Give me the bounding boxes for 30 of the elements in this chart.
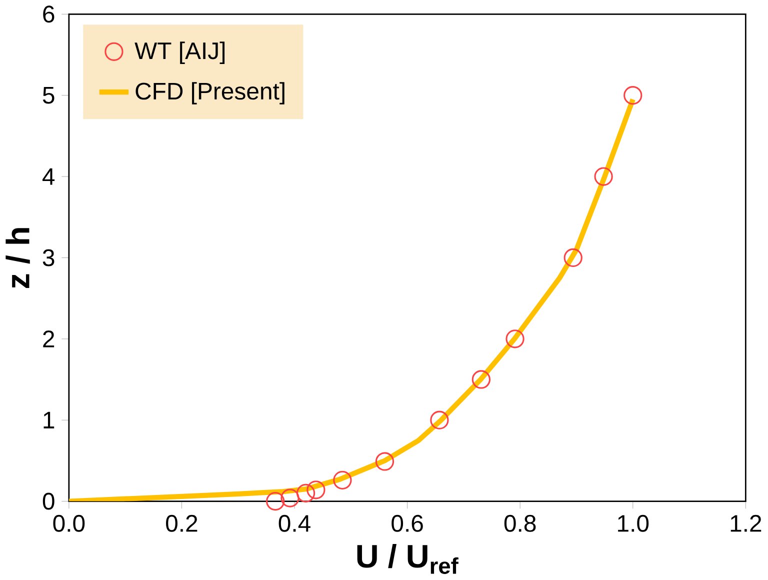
x-tick-label: 0.4 [278,515,310,532]
y-tick-label: 6 [43,6,54,23]
x-tick-label: 0.6 [392,515,423,532]
x-axis-title: U / U$_{ref}$ [357,544,458,574]
x-tick-label: 0.8 [504,515,536,532]
point [430,410,449,430]
point [506,330,524,348]
point [333,470,352,490]
legend-label: CFD [Present] [136,82,284,105]
y-tick-label: 1 [44,412,54,428]
point [624,86,642,105]
point [564,248,582,268]
y-tick-label: 5 [42,87,54,104]
x-tick-label: 0.2 [166,515,198,532]
x-tick-label: 0.0 [53,515,85,532]
point [296,484,316,503]
y-tick-label: 3 [42,249,54,266]
y-tick-label: 2 [43,330,54,348]
y-tick-label: 0 [42,492,54,510]
point [306,480,326,500]
point [594,167,613,186]
y-axis-title: z / h [6,228,30,288]
point [280,488,300,508]
point [266,492,285,511]
point [375,452,394,471]
point [472,370,490,389]
legend-label: WT [AIJ] [134,42,225,64]
y-tick-label: 4 [42,168,55,185]
x-tick-label: 1.0 [618,515,649,532]
x-tick-label: 1.2 [730,515,762,532]
